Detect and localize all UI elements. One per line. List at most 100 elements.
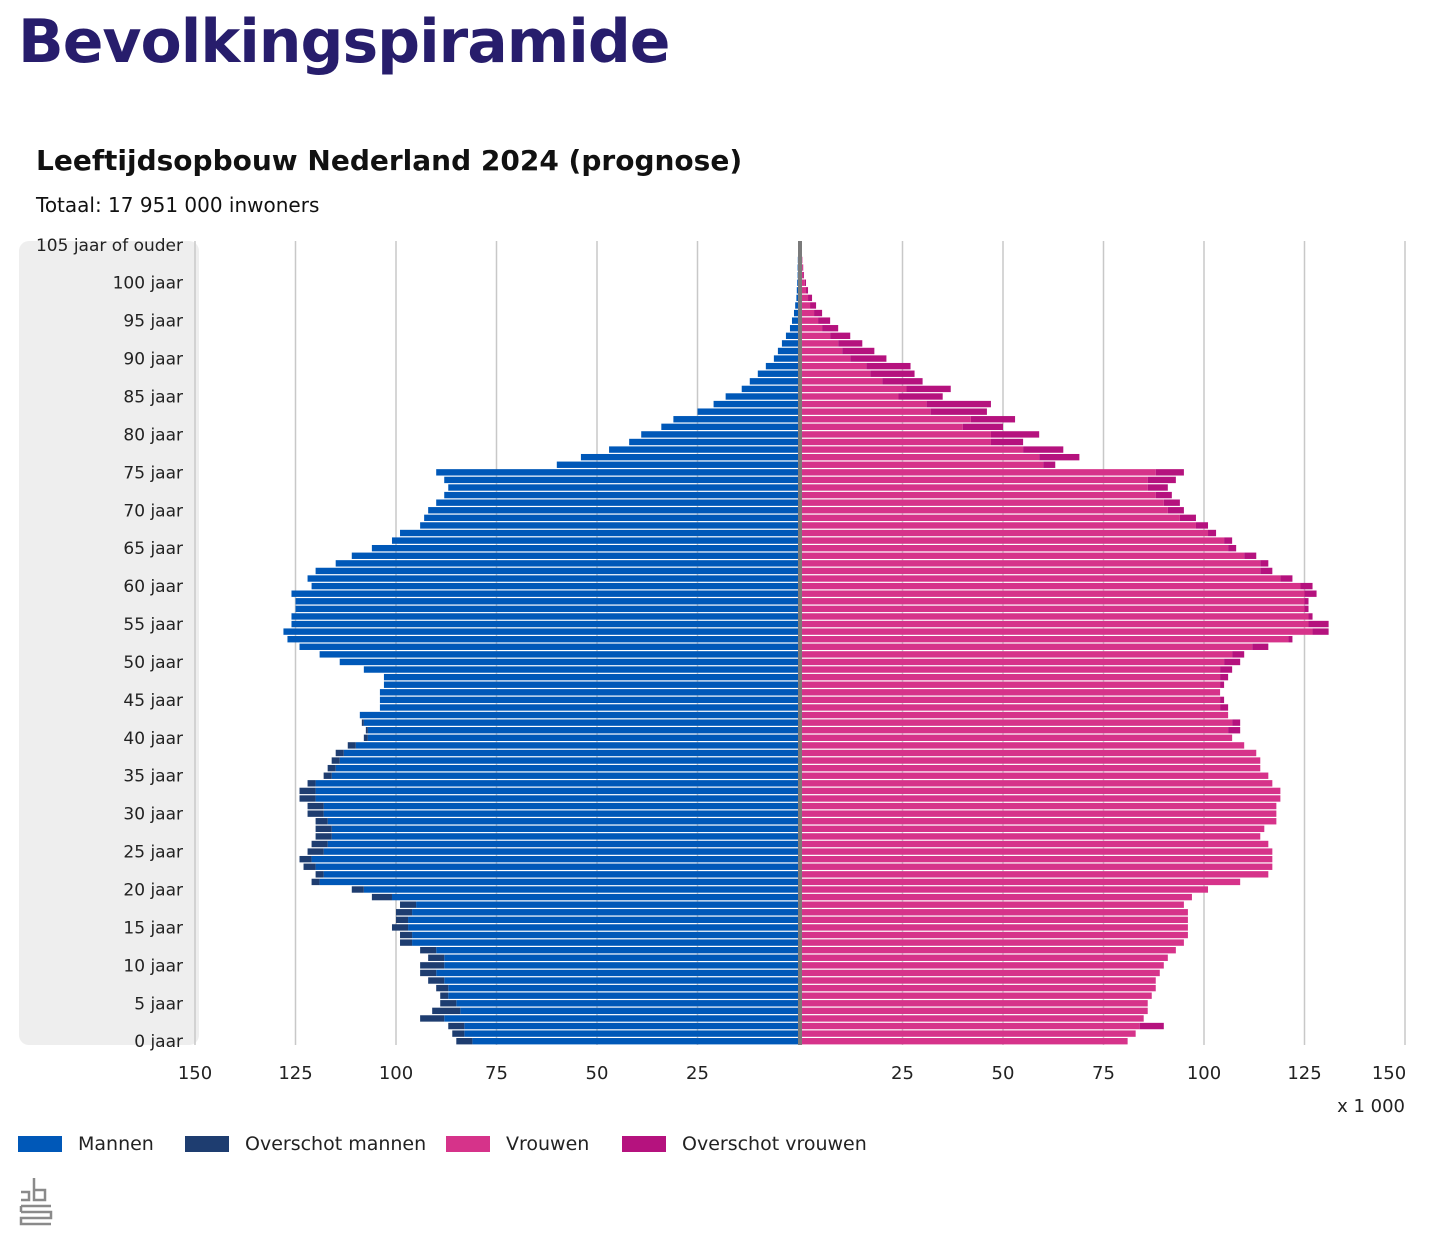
bar-mannen [339,658,798,666]
bar-overschot-mannen [315,825,332,833]
bar-vrouwen [802,848,1273,855]
bar-overschot-vrouwen [1244,552,1257,559]
bar-mannen [363,666,798,673]
bar-vrouwen [802,423,963,431]
bar-overschot-mannen [347,742,356,749]
bar-vrouwen [802,658,1225,666]
bar-overschot-vrouwen [818,317,831,324]
bar-mannen [412,909,798,916]
bar-vrouwen [802,385,907,393]
age-tick-label: 15 jaar [123,918,183,938]
bar-vrouwen [802,636,1289,643]
bar-overschot-vrouwen [1043,461,1056,468]
bar-vrouwen [802,651,1233,658]
bar-vrouwen [802,924,1188,931]
bar-mannen [460,1007,798,1015]
bar-mannen [319,651,798,658]
bar-vrouwen [802,772,1269,779]
age-tick-label: 30 jaar [123,805,183,825]
bar-vrouwen [802,886,1209,893]
bar-overschot-vrouwen [1155,469,1184,476]
bar-mannen [773,355,798,362]
bar-overschot-vrouwen [842,347,875,355]
bar-overschot-vrouwen [1039,453,1080,461]
bar-mannen [793,309,798,317]
bar-overschot-vrouwen [810,302,817,309]
bar-vrouwen [802,302,811,309]
bar-overschot-vrouwen [1220,704,1229,711]
bar-overschot-vrouwen [926,400,991,408]
legend-swatch-mannen [18,1136,62,1152]
chart-title: Leeftijdsopbouw Nederland 2024 (prognose… [36,144,743,177]
bar-vrouwen [802,332,831,340]
bar-mannen [323,810,798,817]
bar-vrouwen [802,643,1253,650]
bar-mannen [379,689,798,696]
bar-overschot-vrouwen [870,370,915,377]
bar-overschot-mannen [311,878,320,886]
bar-overschot-vrouwen [822,325,839,332]
bar-vrouwen [802,916,1188,924]
bar-mannen [379,704,798,711]
bar-mannen [416,901,798,908]
bar-overschot-mannen [331,757,340,764]
bar-vrouwen [802,453,1040,461]
bar-vrouwen [802,1000,1148,1007]
bar-vrouwen [802,264,803,271]
age-tick-label: 80 jaar [123,425,183,445]
bar-vrouwen [802,893,1192,901]
bar-overschot-mannen [428,977,445,984]
bar-mannen [791,317,798,324]
bar-overschot-mannen [303,863,316,870]
bar-mannen [741,385,798,393]
bar-overschot-vrouwen [1155,491,1172,499]
bar-vrouwen [802,287,807,294]
bar-overschot-vrouwen [1304,605,1309,613]
age-tick-label: 90 jaar [123,350,183,370]
bar-mannen [456,1000,798,1007]
bar-overschot-vrouwen [1224,537,1233,544]
bar-mannen [795,302,798,309]
bar-vrouwen [802,954,1168,961]
bar-overschot-vrouwen [1220,681,1225,688]
bar-mannen [295,598,798,605]
age-tick-label: 100 jaar [113,274,183,294]
bar-overschot-mannen [351,886,364,893]
age-tick-label: 20 jaar [123,881,183,901]
bar-overschot-vrouwen [1308,620,1329,628]
bar-mannen [335,764,798,772]
bar-mannen [789,325,798,332]
bar-overschot-mannen [299,795,316,802]
bar-overschot-mannen [396,909,413,916]
bar-mannen [391,893,798,901]
bar-mannen [796,294,798,302]
bar-vrouwen [802,946,1176,954]
bar-vrouwen [802,620,1309,628]
bar-vrouwen [802,271,804,279]
bar-overschot-vrouwen [814,309,823,317]
bar-overschot-vrouwen [1224,658,1241,666]
bar-overschot-vrouwen [1260,567,1273,575]
bar-mannen [777,347,798,355]
bar-vrouwen [802,362,867,370]
bar-mannen [444,954,798,961]
age-tick-label: 50 jaar [123,653,183,673]
bar-overschot-vrouwen [1288,636,1293,643]
bar-vrouwen [802,1038,1128,1045]
bar-vrouwen [802,567,1261,575]
bar-overschot-vrouwen [850,355,887,362]
bar-overschot-vrouwen [1208,529,1217,537]
bar-mannen [363,886,798,893]
bar-mannen [781,340,798,347]
bar-overschot-vrouwen [962,423,1003,431]
bar-overschot-mannen [299,855,312,863]
bar-mannen [323,871,798,878]
bar-vrouwen [802,370,871,377]
bar-overschot-vrouwen [906,385,951,393]
bar-vrouwen [802,1022,1140,1030]
bar-overschot-mannen [323,772,332,779]
age-tick-label: 75 jaar [123,463,183,483]
bar-mannen [327,818,798,825]
bar-vrouwen [802,544,1229,552]
x-tick-label: 125 [278,1063,312,1084]
